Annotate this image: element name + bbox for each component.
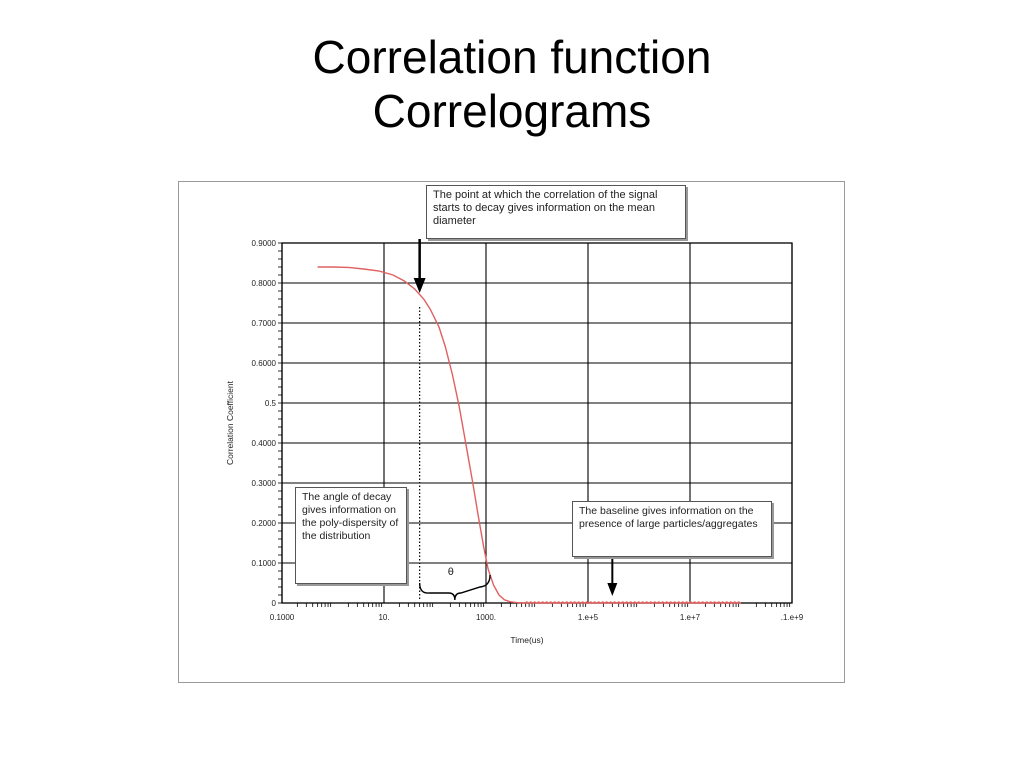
x-tick-label: .1.e+9 <box>781 613 804 622</box>
callout-baseline-text: The baseline gives information on the pr… <box>579 505 758 530</box>
callout-baseline: The baseline gives information on the pr… <box>572 501 772 557</box>
callout-polydispersity-text: The angle of decay gives information on … <box>302 491 399 542</box>
y-tick-label: 0.2000 <box>252 519 277 528</box>
x-axis-label: Time(us) <box>510 635 543 645</box>
title-line-2: Correlograms <box>372 85 652 137</box>
y-axis-label: Correlation Coefficient <box>225 380 235 465</box>
x-tick-label: 10. <box>378 613 389 622</box>
x-tick-label: 1.e+7 <box>680 613 701 622</box>
slide-title: Correlation function Correlograms <box>0 30 1024 138</box>
x-tick-label: 0.1000 <box>270 613 295 622</box>
y-tick-label: 0.5 <box>265 399 277 408</box>
callout-polydispersity: The angle of decay gives information on … <box>295 487 407 584</box>
correlation-curve <box>317 266 741 604</box>
y-tick-label: 0.7000 <box>252 319 277 328</box>
mean-diameter-arrow-head <box>413 278 426 293</box>
y-tick-label: 0.8000 <box>252 279 277 288</box>
y-tick-label: 0 <box>272 599 277 608</box>
title-line-1: Correlation function <box>312 31 712 83</box>
decay-brace <box>418 574 491 601</box>
y-tick-label: 0.6000 <box>252 359 277 368</box>
y-tick-label: 0.1000 <box>252 559 277 568</box>
callout-mean-diameter: The point at which the correlation of th… <box>426 185 686 239</box>
x-tick-label: 1000. <box>476 613 496 622</box>
y-tick-label: 0.9000 <box>252 239 277 248</box>
baseline-arrow-head <box>607 583 618 596</box>
callout-mean-diameter-text: The point at which the correlation of th… <box>433 189 658 227</box>
theta-label: θ <box>448 567 454 578</box>
y-tick-label: 0.4000 <box>252 439 277 448</box>
x-tick-label: 1.e+5 <box>578 613 599 622</box>
figure-frame <box>178 181 845 683</box>
y-tick-label: 0.3000 <box>252 479 277 488</box>
